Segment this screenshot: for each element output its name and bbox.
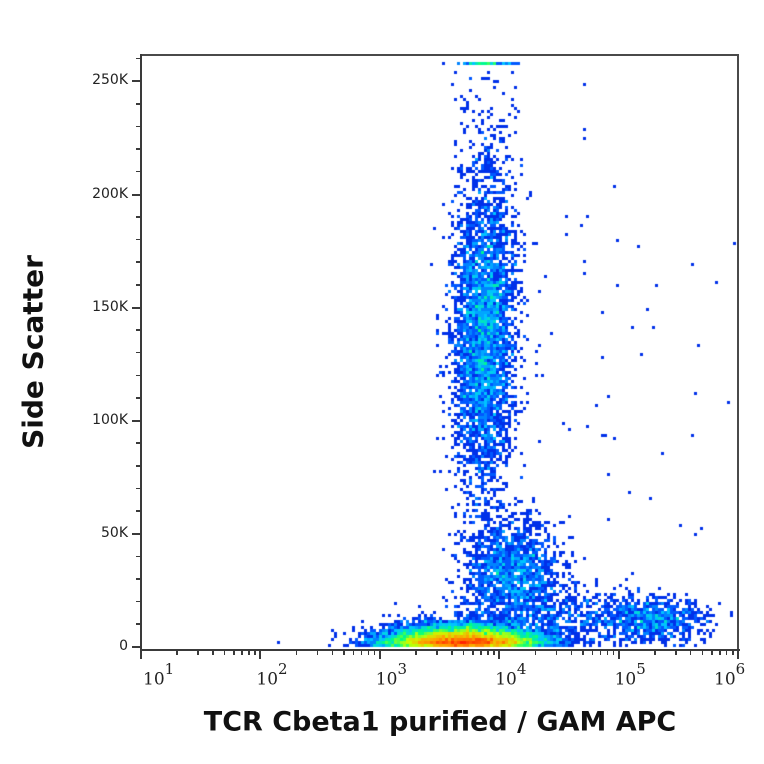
x-minor-tick xyxy=(367,650,370,655)
x-minor-tick xyxy=(582,650,584,655)
y-minor-tick xyxy=(136,238,140,241)
x-minor-tick xyxy=(555,650,558,655)
x-minor-tick xyxy=(462,650,465,655)
x-minor-tick xyxy=(343,650,345,655)
x-minor-tick xyxy=(591,650,594,655)
y-minor-tick xyxy=(136,374,140,377)
y-minor-tick xyxy=(136,351,140,354)
x-minor-tick xyxy=(612,650,615,655)
x-axis-line xyxy=(140,649,740,651)
y-tick-label: 0 xyxy=(119,638,128,654)
x-minor-tick xyxy=(654,650,656,655)
x-minor-tick xyxy=(570,650,573,655)
x-major-tick xyxy=(140,650,142,659)
x-minor-tick xyxy=(415,650,417,655)
y-axis-line xyxy=(140,54,142,651)
y-minor-tick xyxy=(136,600,140,603)
x-minor-tick xyxy=(233,650,235,655)
x-minor-tick xyxy=(487,650,489,655)
x-minor-tick xyxy=(606,650,609,655)
density-dot-plot-area xyxy=(142,56,739,649)
y-minor-tick xyxy=(136,148,140,150)
y-minor-tick xyxy=(136,103,140,105)
x-minor-tick xyxy=(675,650,677,655)
x-minor-tick xyxy=(493,650,495,655)
y-minor-tick xyxy=(136,397,140,399)
y-minor-tick xyxy=(136,284,140,286)
x-minor-tick xyxy=(352,650,355,655)
x-tick-label: 106 xyxy=(714,660,746,690)
x-major-tick xyxy=(378,650,381,659)
x-minor-tick xyxy=(373,650,376,655)
x-minor-tick xyxy=(223,650,226,655)
y-minor-tick xyxy=(136,216,140,218)
x-minor-tick xyxy=(711,650,713,655)
y-minor-tick xyxy=(136,261,140,263)
y-tick-label: 150K xyxy=(92,298,128,315)
y-tick-label: 200K xyxy=(92,185,128,202)
x-tick-label: 101 xyxy=(143,660,175,690)
y-minor-tick xyxy=(136,487,140,490)
x-minor-tick xyxy=(725,650,728,655)
x-minor-tick xyxy=(472,650,474,655)
y-minor-tick xyxy=(136,125,140,128)
x-minor-tick xyxy=(534,650,537,655)
x-minor-tick xyxy=(480,650,482,655)
x-minor-tick xyxy=(436,650,438,655)
x-minor-tick xyxy=(212,650,214,655)
y-tick-label: 50K xyxy=(101,524,128,541)
y-tick-label: 100K xyxy=(92,411,128,428)
y-major-tick xyxy=(132,532,140,535)
x-minor-tick xyxy=(331,650,334,655)
x-minor-tick xyxy=(241,650,243,655)
y-minor-tick xyxy=(136,555,140,557)
y-axis-label: Side Scatter xyxy=(16,255,50,449)
x-minor-tick xyxy=(316,650,319,655)
y-major-tick xyxy=(132,306,140,309)
y-major-tick xyxy=(132,80,140,83)
x-major-tick xyxy=(737,650,739,659)
x-major-tick xyxy=(617,650,620,659)
x-minor-tick xyxy=(176,650,178,655)
x-tick-label: 103 xyxy=(375,660,407,690)
y-minor-tick xyxy=(136,442,140,444)
x-axis-label: TCR Cbeta1 purified / GAM APC xyxy=(203,706,677,738)
x-tick-label: 104 xyxy=(495,660,527,690)
x-minor-tick xyxy=(732,650,734,655)
x-tick-label: 105 xyxy=(614,660,646,690)
y-minor-tick xyxy=(136,57,140,60)
x-minor-tick xyxy=(295,650,298,655)
x-tick-label: 102 xyxy=(256,660,288,690)
y-minor-tick xyxy=(136,465,140,467)
x-minor-tick xyxy=(197,650,199,655)
y-minor-tick xyxy=(136,623,140,625)
x-major-tick xyxy=(259,650,262,659)
x-minor-tick xyxy=(599,650,602,655)
x-minor-tick xyxy=(701,650,704,655)
y-major-tick xyxy=(132,193,140,196)
x-minor-tick xyxy=(360,650,363,655)
x-major-tick xyxy=(498,650,501,659)
x-minor-tick xyxy=(719,650,721,655)
y-major-tick xyxy=(132,419,140,422)
x-minor-tick xyxy=(689,650,692,655)
y-minor-tick xyxy=(136,329,140,331)
y-minor-tick xyxy=(136,510,140,512)
x-minor-tick xyxy=(248,650,250,655)
x-minor-tick xyxy=(254,650,256,655)
x-minor-tick xyxy=(451,650,453,655)
y-major-tick xyxy=(132,646,140,648)
y-minor-tick xyxy=(136,170,140,173)
y-minor-tick xyxy=(136,578,140,580)
y-tick-label: 250K xyxy=(92,72,128,89)
